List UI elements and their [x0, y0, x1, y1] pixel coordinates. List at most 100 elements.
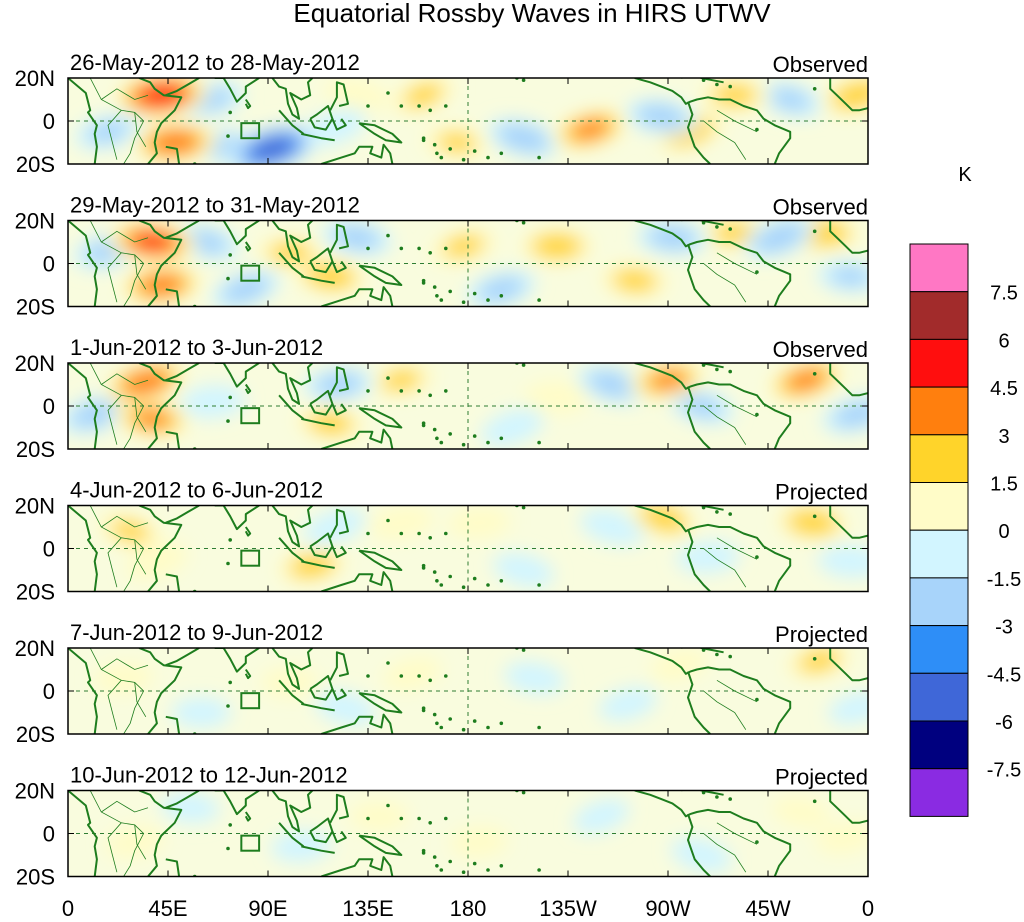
colorbar-swatch: [909, 338, 969, 388]
colorbar-level-label: -3: [995, 617, 1013, 639]
coastline: [244, 811, 252, 822]
island: [537, 868, 541, 872]
anomaly-blob: [222, 275, 270, 304]
island: [366, 531, 370, 536]
anomaly-blob: [650, 371, 686, 390]
island: [439, 440, 444, 445]
coastline: [634, 505, 792, 592]
island: [472, 434, 477, 438]
coastline: [687, 101, 711, 164]
island: [435, 151, 439, 156]
island: [417, 246, 421, 251]
panel-plot-area: [68, 505, 868, 592]
x-tick-label: 0: [62, 896, 74, 921]
island: [448, 574, 453, 579]
coastline: [138, 648, 183, 734]
anomaly-blob: [449, 826, 509, 858]
island: [386, 233, 390, 238]
anomaly-blob: [324, 78, 390, 113]
island: [499, 294, 504, 298]
country-border: [89, 220, 145, 307]
coastline: [138, 505, 183, 592]
coastline: [329, 223, 349, 254]
colorbar-swatch: [909, 672, 969, 722]
country-border: [134, 397, 147, 433]
island: [439, 725, 444, 730]
colorbar-swatch: [909, 482, 969, 531]
coastline: [634, 78, 792, 164]
colorbar-swatches: [909, 243, 969, 817]
x-tick-label: 135W: [539, 896, 597, 921]
x-tick-label: 180: [450, 896, 487, 921]
island: [472, 291, 477, 296]
colorbar-swatch: [909, 577, 969, 627]
island: [188, 449, 192, 453]
coastline: [271, 648, 314, 690]
anomaly-blob: [504, 661, 565, 695]
island: [444, 104, 448, 108]
country-border: [107, 110, 122, 160]
country-border: [101, 800, 149, 813]
island: [499, 864, 504, 868]
coastline: [278, 822, 305, 848]
country-border: [716, 822, 758, 845]
island: [521, 220, 526, 225]
region-box-marker: [240, 407, 261, 425]
coastline: [68, 78, 98, 164]
region-box-marker: [240, 549, 261, 567]
island: [521, 790, 526, 795]
coastline: [214, 220, 260, 246]
island: [399, 674, 404, 678]
coastline: [278, 537, 305, 563]
island: [428, 108, 433, 113]
coastline: [634, 790, 792, 877]
coastline: [214, 790, 260, 816]
anomaly-blob: [447, 506, 511, 540]
anomaly-blob: [828, 691, 868, 725]
island: [461, 870, 466, 874]
colorbar-swatch: [909, 720, 969, 770]
island: [486, 583, 490, 587]
anomaly-blob: [639, 505, 688, 532]
coastline: [687, 243, 711, 307]
y-tick-label: 20N: [15, 636, 55, 661]
coastline: [829, 220, 868, 254]
anomaly-blob: [179, 384, 246, 419]
anomaly-blob: [573, 798, 630, 834]
coastline: [301, 417, 335, 427]
coastlines: [68, 790, 868, 877]
island: [461, 585, 466, 589]
anomaly-blob: [70, 401, 119, 429]
panel-date-range: 1-Jun-2012 to 3-Jun-2012: [70, 335, 323, 360]
island: [386, 803, 390, 808]
y-tick-label: 20S: [16, 437, 55, 462]
island: [432, 570, 437, 574]
colorbar-level-label: -4.5: [987, 664, 1021, 686]
coastline: [329, 793, 349, 824]
anomaly-blob: [571, 119, 609, 140]
anomaly-blob: [599, 686, 657, 721]
coastline: [301, 275, 335, 284]
anomaly-blob: [110, 520, 150, 543]
coastline: [687, 671, 711, 734]
anomaly-field: [73, 220, 868, 307]
country-border: [716, 537, 758, 560]
anomaly-blob: [671, 837, 732, 873]
coastline: [829, 505, 868, 539]
anomaly-blob: [171, 697, 232, 728]
island: [755, 840, 759, 844]
island: [435, 294, 439, 298]
island: [701, 363, 706, 367]
panel-status-label: Projected: [775, 622, 868, 647]
colorbar-labels: 7.5 6 4.5 3 1.5 0 -1.5 -3 -4.5 -6 -7.5: [987, 283, 1021, 782]
island: [472, 719, 477, 723]
x-tick-label: 90W: [645, 896, 690, 921]
coastline: [301, 560, 335, 569]
region-box-marker: [240, 692, 261, 710]
coastline: [301, 702, 335, 712]
coastline: [301, 132, 335, 142]
country-border: [703, 405, 747, 445]
island: [715, 652, 719, 657]
coastline: [829, 790, 868, 824]
